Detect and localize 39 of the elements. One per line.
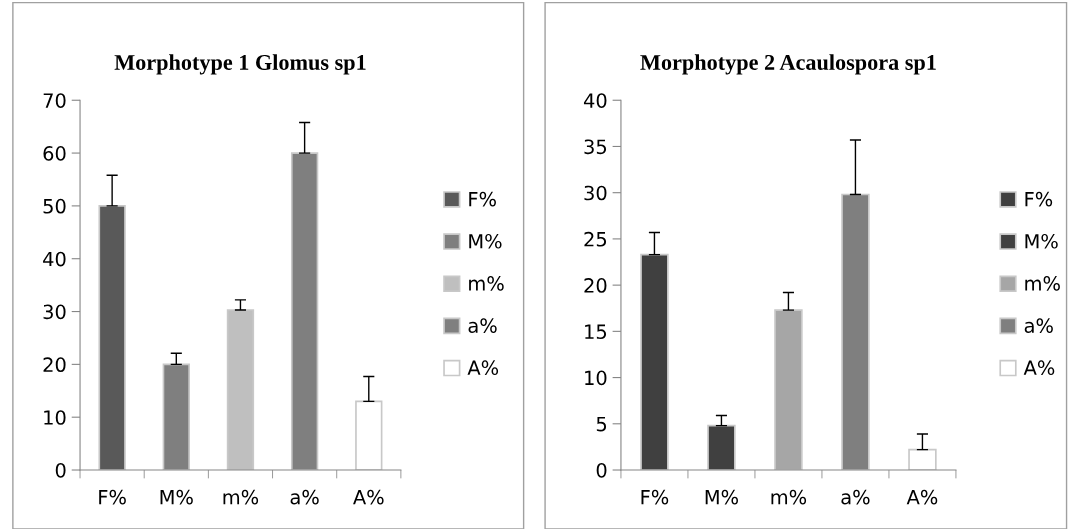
legend-label: F% [469,191,496,207]
x-tick-label: m% [223,489,259,505]
y-tick-label: 50 [43,198,66,214]
chart-title: Morphotype 1 Glomus sp1 [114,54,366,75]
y-tick-label: 40 [583,93,607,108]
y-tick-label: 10 [44,410,66,425]
y-tick-label: 25 [584,231,607,247]
legend-label: A% [1023,360,1055,376]
x-tick-label: m% [771,489,807,505]
y-tick-label: 35 [584,139,607,155]
legend-label: a% [468,318,497,333]
y-tick-label: 70 [43,93,66,108]
y-tick-label: 5 [596,417,607,432]
y-tick-label: 20 [584,278,607,293]
x-tick-label: F% [641,489,669,505]
x-tick-label: A% [906,489,938,505]
x-tick-label: M% [160,489,193,505]
x-tick-label: M% [705,489,738,505]
x-tick-label: a% [290,489,319,505]
x-tick-label: a% [841,489,870,505]
legend-label: M% [469,233,502,249]
y-tick-label: 15 [585,324,607,340]
legend-label: F% [1025,191,1053,207]
y-tick-label: 10 [585,370,607,386]
legend-label: m% [469,276,504,291]
y-tick-label: 0 [596,462,607,478]
y-tick-label: 20 [43,357,66,373]
y-tick-label: 40 [43,251,66,267]
x-tick-label: F% [99,489,126,505]
y-tick-label: 30 [584,185,607,201]
y-tick-label: 0 [55,462,66,478]
legend-label: m% [1025,276,1060,291]
legend-label: M% [1025,233,1058,249]
x-tick-label: A% [353,489,384,505]
y-tick-label: 30 [43,304,66,320]
y-tick-label: 60 [43,146,66,161]
chart-title: Morphotype 2 Acaulospora sp1 [640,54,936,75]
legend-label: A% [467,360,499,376]
legend-label: a% [1024,318,1053,333]
